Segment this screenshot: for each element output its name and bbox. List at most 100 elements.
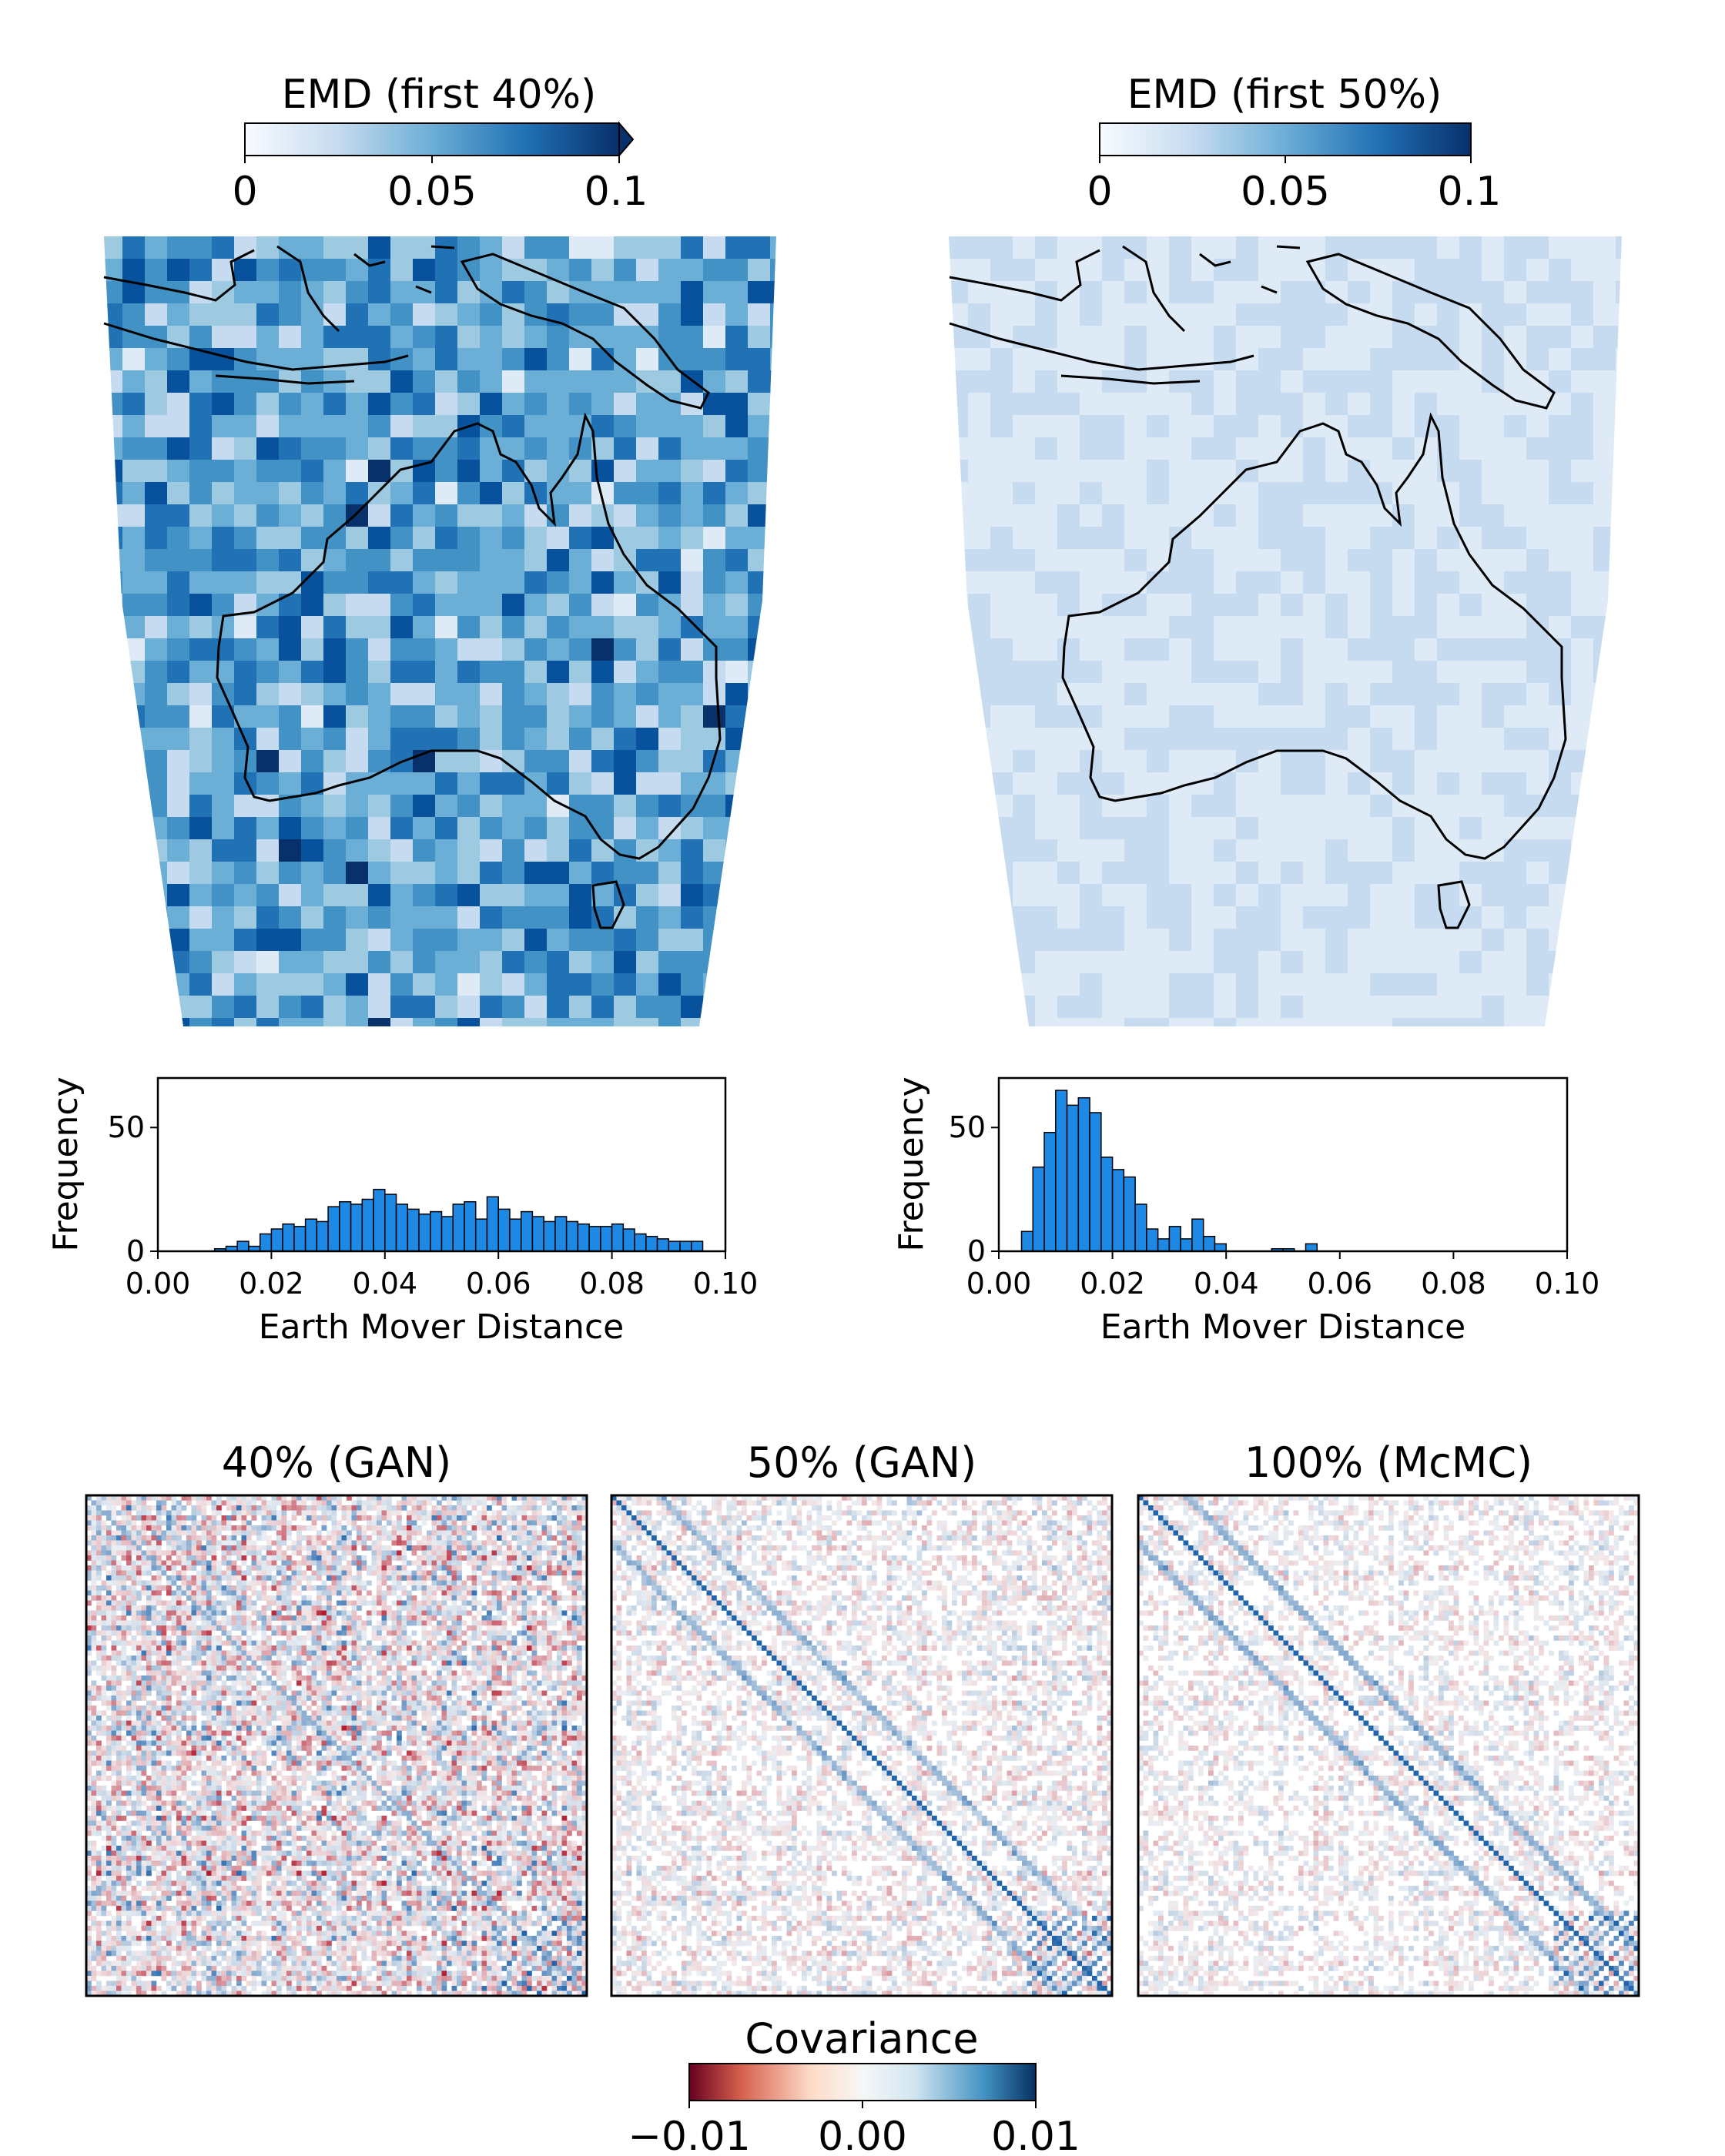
emd-cell: [547, 884, 570, 907]
covariance-cell: [557, 1565, 562, 1571]
covariance-cell: [401, 1585, 407, 1591]
emd-cell: [480, 616, 503, 639]
emd-cell: [457, 1018, 481, 1026]
emd-cell: [390, 1018, 414, 1026]
covariance-cell: [327, 1600, 332, 1606]
covariance-cell: [431, 1560, 437, 1566]
covariance-cell: [351, 1605, 357, 1611]
emd-cell: [1214, 460, 1237, 483]
covariance-cell: [161, 1510, 167, 1516]
covariance-cell: [567, 1545, 572, 1551]
emd-cell: [122, 482, 146, 505]
emd-cell: [614, 1018, 637, 1026]
emd-cell: [1504, 884, 1527, 907]
covariance-cell: [341, 1555, 347, 1561]
emd-cell: [1147, 482, 1170, 505]
emd-cell: [1124, 549, 1147, 572]
emd-cell: [725, 929, 749, 952]
covariance-cell: [507, 1550, 512, 1556]
emd-cell: [1370, 728, 1393, 751]
covariance-cell: [511, 1605, 518, 1611]
covariance-cell: [136, 1645, 142, 1651]
histogram-bar: [588, 1226, 601, 1252]
emd-cell: [949, 772, 969, 795]
covariance-cell: [381, 1635, 387, 1641]
emd-cell: [703, 772, 726, 795]
histogram-bar: [395, 1204, 409, 1252]
emd-cell: [569, 303, 592, 326]
emd-cell: [323, 616, 347, 639]
covariance-cell: [347, 1535, 352, 1541]
emd-cell: [1035, 594, 1058, 617]
covariance-cell: [231, 1545, 237, 1551]
covariance-cell: [286, 1615, 292, 1621]
emd-cell: [368, 594, 391, 617]
covariance-cell: [331, 1570, 337, 1576]
emd-cell: [256, 862, 280, 885]
covariance-cell: [491, 1520, 497, 1526]
emd-cell: [748, 884, 771, 907]
histogram-bar: [1123, 1176, 1136, 1252]
covariance-cell: [461, 1605, 467, 1611]
covariance-cell: [397, 1570, 402, 1576]
emd-cell: [212, 348, 235, 371]
emd-cell: [435, 527, 458, 550]
covariance-cell: [531, 1630, 538, 1636]
emd-cell: [122, 705, 146, 728]
covariance-cell: [146, 1525, 152, 1531]
covariance-cell: [487, 1505, 492, 1511]
covariance-cell: [281, 1560, 287, 1566]
emd-cell: [1236, 973, 1259, 996]
emd-cell: [167, 839, 190, 862]
covariance-cell: [397, 1595, 402, 1601]
covariance-cell: [511, 1585, 518, 1591]
covariance-cell: [317, 1500, 322, 1506]
covariance-cell: [216, 1620, 222, 1626]
covariance-cell: [256, 1555, 262, 1561]
covariance-cell: [96, 1565, 102, 1571]
emd-cell: [1549, 504, 1572, 527]
covariance-cell: [541, 1530, 548, 1536]
emd-cell: [990, 303, 1013, 326]
emd-cell: [591, 862, 615, 885]
covariance-cell: [176, 1505, 182, 1511]
emd-cell: [658, 795, 682, 818]
emd-cell: [681, 705, 704, 728]
covariance-cell: [501, 1570, 507, 1576]
emd-cell: [968, 929, 991, 952]
covariance-cell: [161, 1535, 167, 1541]
covariance-cell: [121, 1640, 127, 1646]
covariance-cell: [431, 1565, 437, 1571]
covariance-cell: [421, 1635, 427, 1641]
covariance-cell: [281, 1555, 287, 1561]
covariance-cell: [156, 1625, 162, 1631]
covariance-cell: [166, 1525, 172, 1531]
covariance-cell: [186, 1550, 192, 1556]
emd-cell: [167, 236, 190, 259]
emd-cell: [122, 929, 146, 952]
covariance-cell: [286, 1575, 292, 1581]
covariance-cell: [246, 1565, 252, 1571]
covariance-cell: [216, 1565, 222, 1571]
emd-cell: [636, 929, 659, 952]
covariance-cell: [116, 1570, 122, 1576]
emd-cell: [1080, 259, 1103, 282]
covariance-cell: [557, 1645, 562, 1651]
emd-cell: [390, 929, 414, 952]
covariance-cell: [451, 1570, 457, 1576]
covariance-cell: [451, 1575, 457, 1581]
covariance-cell: [196, 1590, 202, 1596]
emd-cell: [413, 482, 436, 505]
covariance-cell: [461, 1585, 467, 1591]
covariance-cell: [231, 1505, 237, 1511]
emd-cell: [591, 839, 615, 862]
covariance-cell: [347, 1615, 352, 1621]
emd-cell: [167, 661, 190, 684]
emd-cell: [390, 973, 414, 996]
emd-cell: [1526, 326, 1549, 349]
covariance-cell: [91, 1575, 97, 1581]
emd-cell: [1348, 527, 1371, 550]
covariance-cell: [337, 1560, 342, 1566]
covariance-cell: [347, 1575, 352, 1581]
emd-cell: [1035, 393, 1058, 416]
